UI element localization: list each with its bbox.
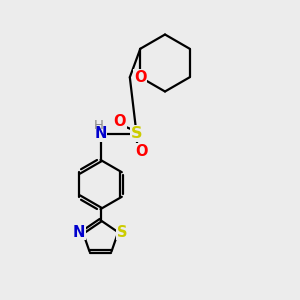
Text: S: S bbox=[131, 126, 142, 141]
Text: O: O bbox=[135, 144, 147, 159]
Text: N: N bbox=[73, 225, 85, 240]
Text: H: H bbox=[94, 118, 104, 132]
Text: O: O bbox=[134, 70, 147, 85]
Text: O: O bbox=[114, 114, 126, 129]
Text: S: S bbox=[116, 225, 127, 240]
Text: N: N bbox=[94, 126, 107, 141]
